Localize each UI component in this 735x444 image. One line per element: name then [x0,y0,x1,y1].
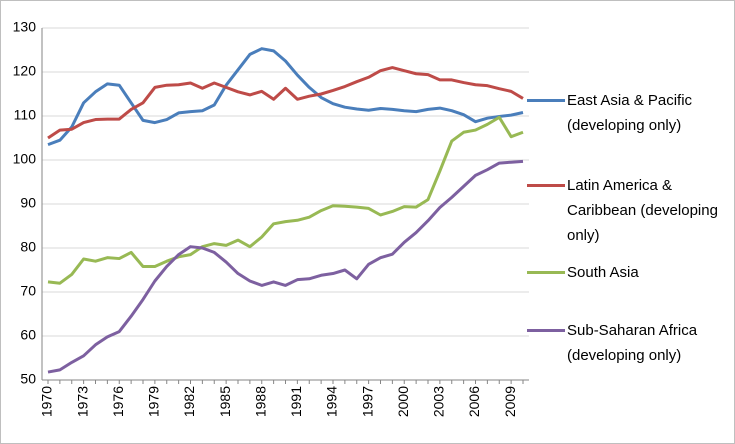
series-line [47,159,524,374]
x-tick-label: 1988 [252,386,268,417]
x-tick-label: 1991 [288,386,304,417]
x-tick-label: 2009 [502,386,518,417]
x-tick-label: 1985 [217,386,233,417]
series-line [47,66,524,140]
y-tick-label: 130 [13,19,37,35]
series-line [47,47,524,147]
legend-label: East Asia & Pacific (developing only) [567,92,693,134]
series-line [47,115,524,285]
y-tick-label: 70 [20,283,36,299]
x-tick-label: 2003 [431,386,447,417]
y-tick-label: 90 [20,195,36,211]
x-tick-label: 1976 [110,386,126,417]
legend-label: Latin America & Caribbean (developing on… [567,177,718,244]
y-tick-label: 110 [14,107,37,123]
legend-label: Sub-Saharan Africa (developing only) [567,322,698,364]
x-tick-label: 1973 [74,386,90,417]
y-tick-label: 60 [20,327,36,343]
y-tick-label: 120 [13,63,37,79]
y-tick-label: 50 [20,371,36,387]
x-tick-label: 1970 [39,386,55,417]
x-tick-label: 2006 [466,386,482,417]
x-tick-label: 1982 [181,386,197,417]
legend-label: South Asia [567,264,639,281]
y-tick-label: 80 [20,239,36,255]
x-tick-label: 1994 [324,386,340,417]
x-tick-label: 2000 [395,386,411,417]
y-tick-label: 100 [13,151,37,167]
x-tick-label: 1997 [359,386,375,417]
x-tick-label: 1979 [146,386,162,417]
